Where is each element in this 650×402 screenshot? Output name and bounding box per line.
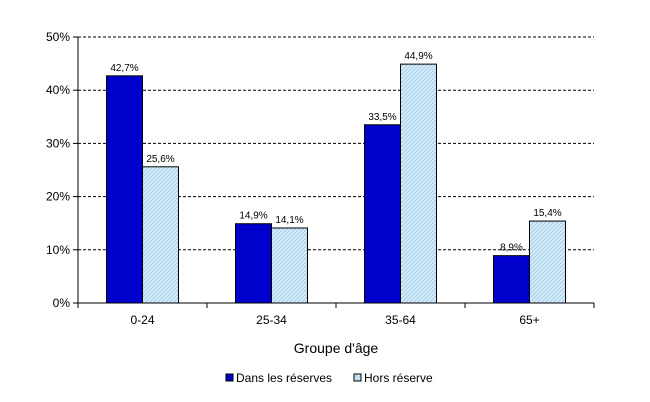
x-tick-label: 35-64 xyxy=(385,313,416,327)
data-label: 8,9% xyxy=(500,243,523,254)
data-label: 25,6% xyxy=(146,154,174,165)
bar-hors-reserve xyxy=(271,227,308,304)
data-label: 14,1% xyxy=(275,215,303,226)
y-tick-label: 10% xyxy=(46,243,70,257)
bar-dans-les-reserves xyxy=(364,124,401,304)
y-tick-label: 50% xyxy=(46,30,70,44)
data-label: 42,7% xyxy=(110,63,138,74)
bars xyxy=(106,63,566,304)
y-tick-label: 20% xyxy=(46,190,70,204)
data-label: 44,9% xyxy=(404,51,432,62)
data-labels: 42,7% 25,6% 14,9% 14,1% 33,5% 44,9% 8,9% 15,4% xyxy=(110,51,561,254)
bar-dans-les-reserves xyxy=(235,223,272,304)
y-tick-label: 30% xyxy=(46,136,70,150)
y-axis-ticks: 0% 10% 20% 30% 40% 50% xyxy=(46,30,78,310)
x-tick-label: 25-34 xyxy=(256,313,287,327)
legend-swatch xyxy=(225,373,234,382)
x-axis-title: Groupe d'âge xyxy=(294,340,379,356)
x-tick-label: 65+ xyxy=(519,313,539,327)
legend-swatch xyxy=(353,373,362,382)
x-axis-ticks: 0-24 25-34 35-64 65+ xyxy=(77,303,595,327)
data-label: 14,9% xyxy=(239,211,267,222)
legend: Dans les réserves Hors réserve xyxy=(225,371,433,385)
bar-dans-les-reserves xyxy=(106,75,143,304)
y-tick-label: 40% xyxy=(46,83,70,97)
bar-hors-reserve xyxy=(400,63,437,304)
x-tick-label: 0-24 xyxy=(130,313,154,327)
axes xyxy=(77,37,594,304)
legend-label: Hors réserve xyxy=(364,371,433,385)
y-tick-label: 0% xyxy=(53,296,71,310)
legend-label: Dans les réserves xyxy=(236,371,332,385)
data-label: 15,4% xyxy=(533,208,561,219)
data-label: 33,5% xyxy=(368,112,396,123)
bar-hors-reserve xyxy=(529,220,566,304)
bar-dans-les-reserves xyxy=(493,255,530,304)
bar-hors-reserve xyxy=(142,166,179,304)
